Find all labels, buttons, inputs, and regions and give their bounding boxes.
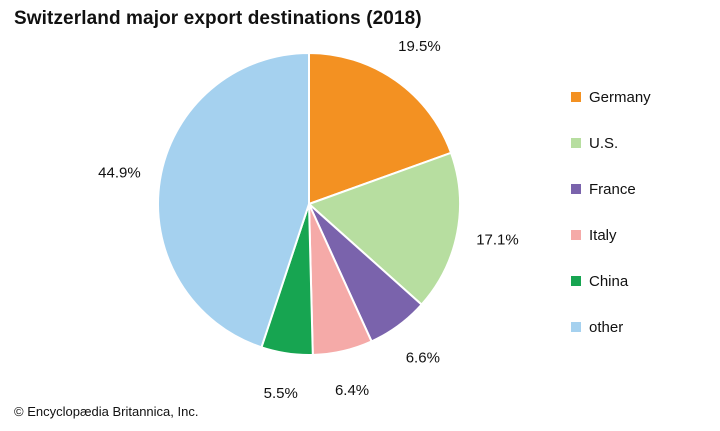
- pie-value-label: 5.5%: [264, 385, 298, 402]
- pie-slice-us: [307, 151, 461, 306]
- legend-swatch: [571, 322, 581, 332]
- copyright-credit: © Encyclopædia Britannica, Inc.: [14, 404, 199, 419]
- legend-swatch: [571, 230, 581, 240]
- pie-value-label: 6.6%: [406, 350, 440, 367]
- legend-item: Germany: [571, 74, 651, 120]
- legend-label: U.S.: [589, 134, 619, 152]
- legend-swatch: [571, 138, 581, 148]
- legend-item: France: [571, 166, 651, 212]
- legend-label: Italy: [589, 226, 617, 244]
- pie-slice-germany: [308, 51, 453, 206]
- legend-item: China: [571, 258, 651, 304]
- legend-swatch: [571, 92, 581, 102]
- chart-title: Switzerland major export destinations (2…: [14, 8, 422, 29]
- pie-slice-other: [157, 51, 310, 349]
- legend: Germany U.S. France Italy China other: [571, 74, 651, 350]
- pie-value-label: 6.4%: [335, 382, 369, 399]
- pie-value-label: 19.5%: [398, 38, 441, 55]
- legend-item: other: [571, 304, 651, 350]
- legend-swatch: [571, 184, 581, 194]
- legend-item: U.S.: [571, 120, 651, 166]
- pie-value-label: 44.9%: [98, 164, 141, 181]
- legend-swatch: [571, 276, 581, 286]
- legend-label: France: [589, 180, 636, 198]
- pie-value-label: 17.1%: [476, 232, 519, 249]
- legend-item: Italy: [571, 212, 651, 258]
- legend-label: China: [589, 272, 629, 290]
- legend-label: other: [589, 318, 624, 336]
- legend-label: Germany: [589, 88, 651, 106]
